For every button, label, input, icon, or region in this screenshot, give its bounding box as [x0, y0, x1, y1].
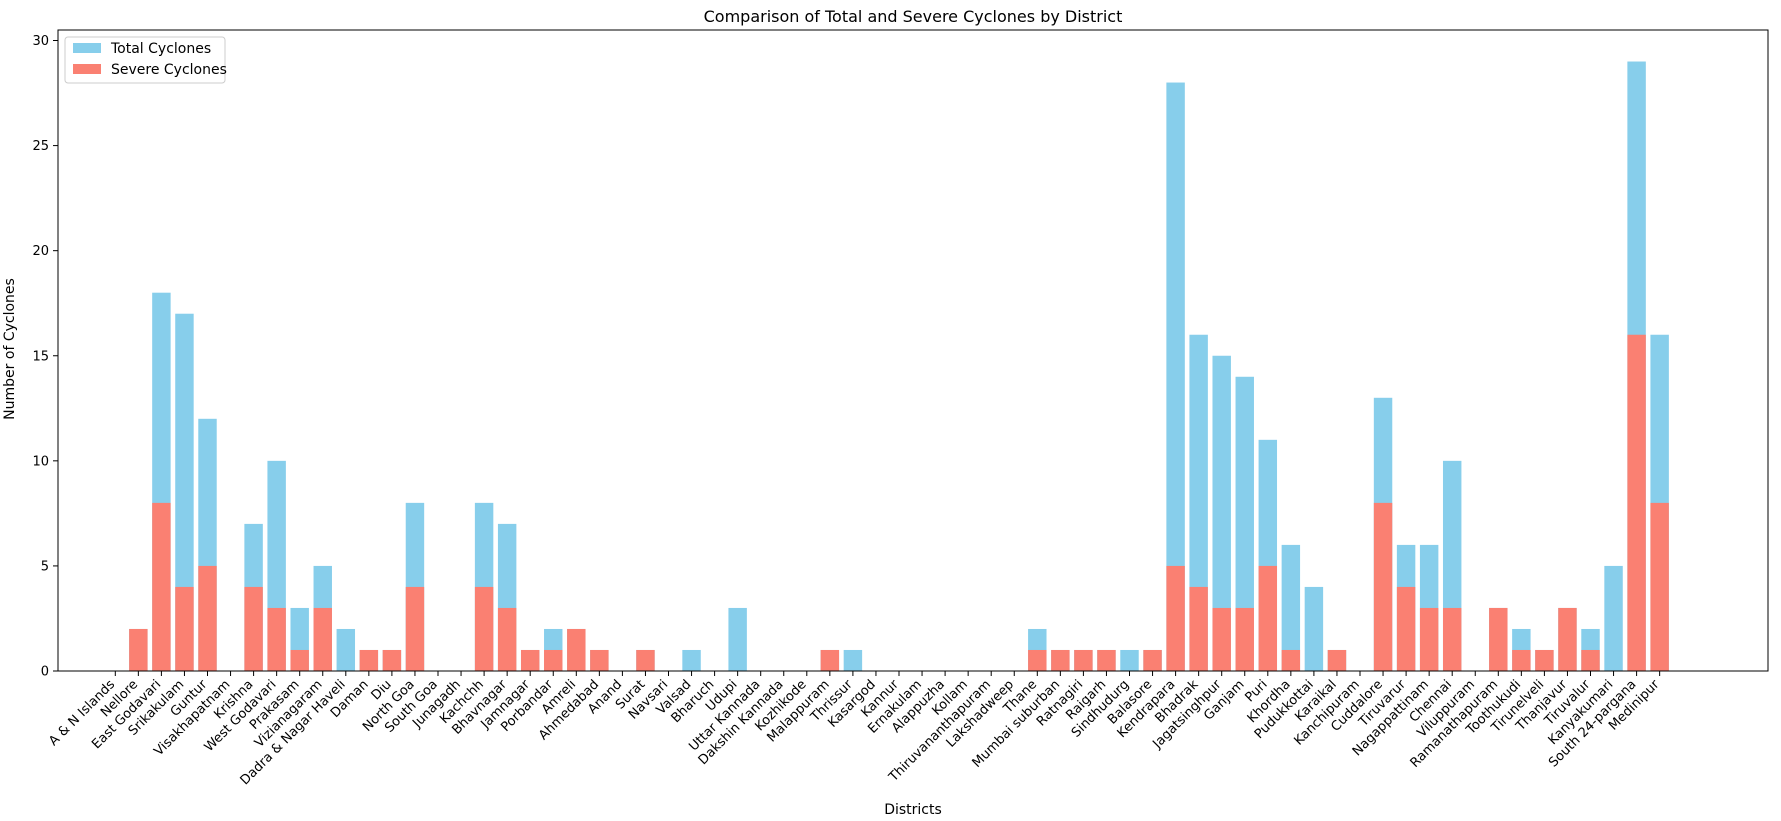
- bar-severe-cyclones: [405, 586, 425, 671]
- legend: Total Cyclones Severe Cyclones: [64, 36, 227, 84]
- bar-total-cyclones: [1304, 586, 1324, 671]
- bar-total-cyclones: [1235, 376, 1254, 671]
- y-tick-label: 5: [41, 559, 49, 574]
- bar-severe-cyclones: [359, 649, 379, 671]
- bar-severe-cyclones: [1581, 649, 1600, 671]
- y-axis: 0 5 10 15 20 25 30: [32, 34, 58, 680]
- bar-severe-cyclones: [567, 628, 586, 671]
- x-axis-label: Districts: [884, 802, 942, 818]
- bar-total-cyclones: [1604, 565, 1623, 671]
- bar-severe-cyclones: [1143, 649, 1162, 671]
- bar-total-cyclones: [1120, 649, 1139, 671]
- bar-severe-cyclones: [1627, 334, 1646, 671]
- y-tick-label: 10: [32, 454, 49, 469]
- bar-severe-cyclones: [497, 607, 517, 671]
- legend-label-total: Total Cyclones: [110, 41, 211, 57]
- y-tick-label: 30: [32, 34, 49, 49]
- bar-severe-cyclones: [1512, 649, 1531, 671]
- bar-total-cyclones: [175, 313, 194, 671]
- legend-box: [64, 36, 226, 84]
- chart-title: Comparison of Total and Severe Cyclones …: [704, 7, 1123, 26]
- y-tick-label: 15: [32, 349, 49, 364]
- bar-severe-cyclones: [1535, 649, 1554, 671]
- bar-severe-cyclones: [1235, 607, 1254, 671]
- y-tick-label: 25: [32, 139, 49, 154]
- bar-severe-cyclones: [244, 586, 263, 671]
- legend-swatch-severe: [73, 64, 101, 74]
- bar-severe-cyclones: [152, 502, 171, 671]
- bar-total-cyclones: [682, 649, 701, 671]
- bar-severe-cyclones: [544, 649, 563, 671]
- bar-severe-cyclones: [1028, 649, 1047, 671]
- bar-severe-cyclones: [1650, 502, 1669, 671]
- bar-severe-cyclones: [520, 649, 540, 671]
- bar-severe-cyclones: [1097, 649, 1116, 671]
- bar-severe-cyclones: [290, 649, 309, 671]
- bar-total-cyclones: [1281, 544, 1301, 671]
- bar-severe-cyclones: [1258, 565, 1278, 671]
- bar-severe-cyclones: [129, 628, 148, 671]
- bar-severe-cyclones: [1051, 649, 1070, 671]
- bar-severe-cyclones: [267, 607, 286, 671]
- legend-swatch-total: [73, 43, 101, 53]
- bar-total-cyclones: [728, 607, 747, 671]
- bar-severe-cyclones: [1489, 607, 1508, 671]
- legend-label-severe: Severe Cyclones: [111, 62, 227, 78]
- bar-total-cyclones: [1166, 82, 1185, 672]
- bar-total-cyclones: [843, 649, 863, 671]
- bar-severe-cyclones: [198, 565, 217, 671]
- plot-frame: [57, 29, 1769, 672]
- bar-severe-cyclones: [1327, 649, 1347, 671]
- bar-severe-cyclones: [1373, 502, 1393, 671]
- y-tick-label: 20: [32, 244, 49, 259]
- bar-severe-cyclones: [175, 586, 194, 671]
- y-axis-label: Number of Cyclones: [2, 278, 18, 420]
- bar-severe-cyclones: [1281, 649, 1301, 671]
- bar-severe-cyclones: [1396, 586, 1416, 671]
- bar-severe-cyclones: [1212, 607, 1231, 671]
- bar-severe-cyclones: [1189, 586, 1208, 671]
- bar-severe-cyclones: [474, 586, 494, 671]
- bar-severe-cyclones: [820, 649, 840, 671]
- bar-severe-cyclones: [1442, 607, 1462, 671]
- bar-severe-cyclones: [1419, 607, 1439, 671]
- bar-severe-cyclones: [1074, 649, 1093, 671]
- bar-severe-cyclones: [1166, 565, 1185, 671]
- bar-severe-cyclones: [636, 649, 655, 671]
- bar-severe-cyclones: [313, 607, 332, 671]
- bar-total-cyclones: [336, 628, 356, 671]
- y-tick-label: 0: [41, 665, 49, 680]
- bar-total-cyclones: [1212, 355, 1231, 671]
- bar-severe-cyclones: [1558, 607, 1577, 671]
- bar-severe-cyclones: [382, 649, 402, 671]
- bar-severe-cyclones: [590, 649, 609, 671]
- bars-layer: [129, 61, 1669, 672]
